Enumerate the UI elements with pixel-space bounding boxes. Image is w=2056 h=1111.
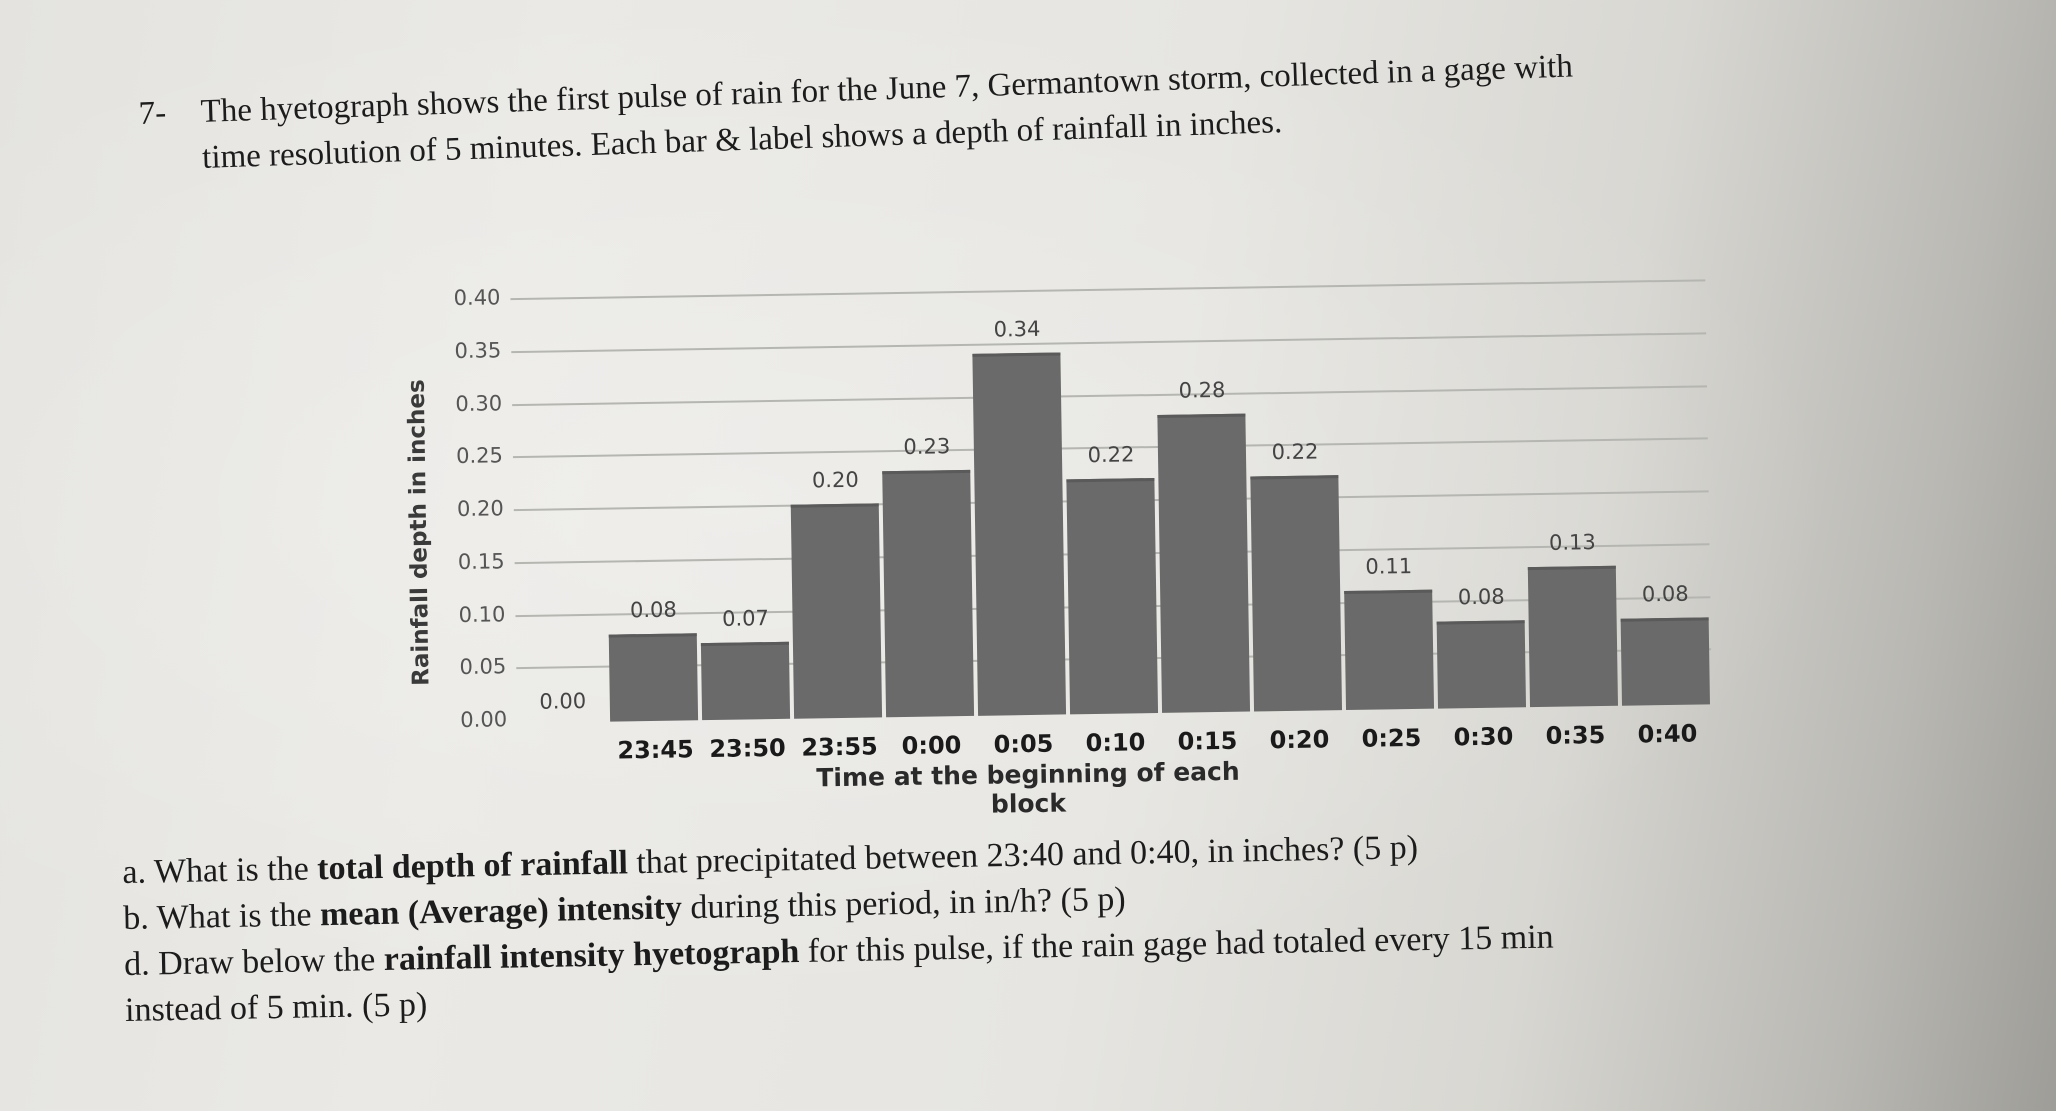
bar-value-label: 0.07	[721, 606, 770, 631]
bar-value-label: 0.34	[993, 317, 1041, 342]
part-d-prefix: d. Draw below the	[123, 940, 385, 983]
bar-value-label: 0.00	[539, 688, 587, 714]
part-d-bold: rainfall intensity hyetograph	[383, 933, 800, 978]
part-a-prefix: a. What is the	[122, 850, 318, 891]
bar-value-label: 0.20	[811, 467, 859, 493]
bar	[1527, 565, 1618, 708]
question-number: 7-	[138, 95, 167, 132]
y-axis-ticks: 0.40 0.35 0.30 0.25 0.20 0.15 0.10 0.05 0.00	[390, 249, 1720, 732]
bar-value-label: 0.23	[903, 434, 951, 460]
part-b-suffix: during this period, in in/h? (5 p)	[681, 880, 1127, 927]
gridline	[512, 384, 1707, 406]
x-tick-label: 0:15	[1177, 726, 1238, 756]
bar-value-label: 0.22	[1087, 442, 1135, 467]
x-tick-label: 0:35	[1545, 720, 1606, 750]
bar-value-label: 0.28	[1178, 377, 1226, 403]
x-tick-label: 23:55	[801, 732, 878, 762]
bar	[1250, 475, 1343, 712]
y-tick-label: 0.40	[453, 285, 501, 311]
bar	[1620, 616, 1710, 706]
y-tick-label: 0.20	[456, 496, 504, 521]
bar	[1436, 619, 1527, 709]
x-tick-label: 23:45	[617, 735, 694, 765]
x-axis-title: Time at the beginning of each block	[816, 756, 1240, 819]
x-tick-label: 0:25	[1361, 723, 1422, 753]
bars: 0.00 0.08 0.07 0.20 0.23 0.34 0.22 0.28 0.22 0.11…	[390, 249, 1720, 722]
y-tick-label: 0.25	[455, 443, 504, 469]
bar-value-label: 0.13	[1548, 529, 1596, 555]
bar	[790, 503, 883, 719]
hyetograph-chart: Rainfall depth in inches 0.40 0.35 0.30 0.2…	[390, 249, 1729, 830]
x-tick-label: 0:05	[993, 729, 1054, 759]
y-tick-label: 0.05	[459, 654, 507, 680]
bar	[972, 352, 1067, 716]
x-tick-label: 0:20	[1269, 725, 1330, 755]
x-tick-label: 0:30	[1453, 722, 1514, 752]
part-b-prefix: b. What is the	[122, 896, 321, 937]
x-axis-ticks: 23:45 23:50 23:55 0:00 0:05 0:10 0:15 0:20 0:25 0…	[390, 249, 1720, 765]
bar-value-label: 0.22	[1271, 439, 1319, 465]
bar	[700, 641, 791, 721]
y-tick-label: 0.35	[454, 338, 502, 363]
bar	[1157, 413, 1251, 713]
question-7: 7- The hyetograph shows the first pulse …	[138, 31, 1967, 175]
bar	[1066, 477, 1159, 715]
part-d-suffix: for this pulse, if the rain gage had tot…	[798, 918, 1554, 971]
gridlines	[390, 249, 1720, 670]
bar	[1344, 589, 1435, 711]
sub-questions: a. What is the total depth of rainfall t…	[122, 814, 1975, 1033]
y-tick-label: 0.30	[455, 390, 503, 416]
x-tick-label: 0:40	[1637, 719, 1698, 749]
bar-value-label: 0.11	[1365, 553, 1413, 579]
gridline	[511, 332, 1707, 353]
y-tick-label: 0.00	[460, 707, 508, 732]
y-tick-label: 0.15	[457, 548, 505, 574]
bar	[882, 470, 975, 718]
part-b-bold: mean (Average) intensity	[319, 889, 683, 934]
x-tick-label: 0:00	[901, 731, 962, 761]
bar-value-label: 0.08	[1641, 581, 1689, 606]
gridline	[510, 279, 1706, 301]
y-axis-title: Rainfall depth in inches	[403, 379, 435, 687]
bar-value-label: 0.08	[629, 597, 677, 622]
bar-value-label: 0.08	[1457, 584, 1505, 609]
part-a-bold: total depth of rainfall	[316, 844, 629, 888]
x-tick-label: 23:50	[709, 733, 786, 764]
y-tick-label: 0.10	[458, 601, 506, 627]
bar	[608, 632, 699, 722]
x-tick-label: 0:10	[1085, 728, 1146, 758]
